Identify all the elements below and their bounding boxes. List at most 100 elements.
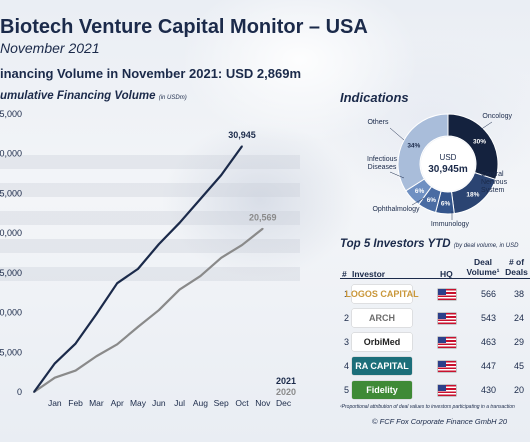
series-point-2021 — [199, 198, 202, 200]
series-point-2020 — [158, 309, 160, 311]
indication-label-oncology: Oncology — [482, 113, 512, 120]
y-tick-label: 5,000 — [0, 268, 22, 278]
series-point-2021 — [116, 282, 118, 284]
row-deals: 29 — [513, 337, 524, 347]
donut-slice-label: 30% — [473, 139, 486, 146]
table-header-divider — [340, 278, 530, 279]
series-point-2021 — [137, 268, 139, 270]
donut-center-value: 30,945m — [428, 164, 468, 175]
chart-title: umulative Financing Volume (in USDm) — [0, 90, 187, 102]
series-point-2021 — [220, 174, 222, 176]
x-tick-label: Jan — [48, 398, 62, 408]
row-deals: 24 — [513, 313, 524, 323]
row-deal-volume: 463 — [480, 337, 496, 347]
monthly-volume-text: inancing Volume in November 2021: USD 2,… — [0, 66, 302, 81]
us-flag-icon — [438, 313, 456, 324]
y-tick-label: 5,000 — [0, 188, 22, 198]
row-rank: 5 — [344, 385, 350, 395]
series-point-2021 — [54, 362, 56, 365]
series-point-2020 — [178, 288, 181, 291]
us-flag-icon — [438, 385, 456, 396]
indication-label-cns_1: Central — [481, 171, 504, 178]
us-flag-icon — [438, 289, 456, 300]
copyright: © FCF Fox Corporate Finance GmbH 20 — [372, 417, 508, 426]
row-deals: 38 — [513, 289, 524, 299]
indication-label-infectious_1: Infectious — [367, 156, 397, 163]
page-title: Biotech Venture Capital Monitor – USA — [0, 16, 368, 38]
indication-label-cns_2: Nervous — [481, 179, 508, 186]
indications-title: Indications — [340, 90, 409, 105]
series-end-label-2021: 30,945 — [228, 130, 256, 140]
col-header-investor: Investor — [352, 269, 386, 279]
series-point-2021 — [241, 145, 243, 148]
row-deal-volume: 430 — [480, 385, 496, 395]
investor-logo: RA CAPITAL — [352, 357, 412, 375]
indication-label-ophthalmology: Ophthalmology — [372, 206, 420, 213]
y-tick-label: 0,000 — [0, 228, 22, 238]
row-rank: 3 — [344, 337, 350, 347]
x-tick-label: Dec — [276, 398, 292, 408]
series-point-2020 — [116, 343, 118, 346]
top-investors-title: Top 5 Investors YTD (by deal volume, in … — [340, 238, 518, 250]
investor-logo: Fidelity — [352, 381, 412, 399]
donut-center-currency: USD — [440, 153, 457, 162]
chart-title-unit: (in USDm) — [158, 95, 187, 101]
donut-hole — [421, 137, 475, 191]
y-tick-label: 0,000 — [0, 149, 22, 159]
series-point-2021 — [178, 222, 181, 224]
table-row: 4 RA CAPITAL 447 45 — [340, 355, 530, 377]
col-header-deals: # of Deals — [505, 257, 528, 277]
donut-slice-label: 18% — [466, 192, 479, 199]
leader-line — [389, 127, 405, 141]
legend-label-2021: 2021 — [276, 376, 296, 386]
top-investors-title-text: Top 5 Investors YTD — [340, 238, 451, 250]
legend-label-2020: 2020 — [276, 387, 296, 397]
series-point-2021 — [33, 391, 35, 393]
table-row: 5 Fidelity 430 20 — [340, 379, 530, 401]
background-flag-stripes — [0, 155, 300, 285]
page-subtitle: November 2021 — [0, 40, 100, 56]
leader-line — [389, 171, 405, 179]
donut-slice-label: 34% — [407, 143, 420, 150]
table-row: 1 LOGOS CAPITAL 566 38 — [340, 283, 530, 305]
donut-slice-label: 6% — [441, 200, 451, 207]
series-end-label-2020: 20,569 — [249, 213, 277, 223]
x-tick-label: Feb — [68, 398, 83, 408]
y-tick-label: 5,000 — [0, 109, 22, 119]
series-point-2020 — [54, 376, 56, 379]
row-deal-volume: 543 — [480, 313, 496, 323]
series-point-2021 — [95, 313, 98, 315]
series-point-2020 — [137, 326, 139, 328]
y-tick-label: 0 — [17, 387, 22, 397]
x-tick-label: Mar — [89, 398, 104, 408]
series-point-2020 — [241, 244, 243, 246]
series-point-2020 — [95, 355, 98, 358]
x-tick-label: May — [130, 398, 147, 408]
investor-logo: OrbiMed — [352, 333, 412, 351]
leader-line — [479, 121, 493, 131]
series-point-2020 — [199, 275, 202, 277]
series-point-2020 — [220, 256, 222, 259]
leader-line — [411, 197, 425, 206]
x-tick-label: Jul — [174, 398, 185, 408]
x-tick-label: Oct — [235, 398, 249, 408]
us-flag-icon — [438, 361, 456, 372]
x-tick-label: Nov — [255, 398, 271, 408]
investor-logo: LOGOS CAPITAL — [345, 285, 419, 303]
indication-label-infectious_2: Diseases — [368, 164, 397, 171]
table-row: 3 OrbiMed 463 29 — [340, 331, 530, 353]
donut-slice-label: 6% — [415, 188, 425, 195]
indication-label-others: Others — [367, 119, 389, 126]
investor-logo: ARCH — [352, 309, 412, 327]
x-tick-label: Sep — [214, 398, 229, 408]
footnote: ¹Proportional attribution of deal values… — [340, 404, 515, 410]
col-header-hq: HQ — [440, 269, 453, 279]
y-tick-label: 0,000 — [0, 308, 22, 318]
x-tick-label: Jun — [152, 398, 166, 408]
indication-label-cns_3: System — [481, 187, 505, 194]
row-deal-volume: 447 — [480, 361, 496, 371]
series-point-2021 — [74, 342, 77, 345]
row-deals: 20 — [513, 385, 524, 395]
row-rank: 1 — [344, 289, 350, 299]
x-tick-label: Apr — [111, 398, 124, 408]
